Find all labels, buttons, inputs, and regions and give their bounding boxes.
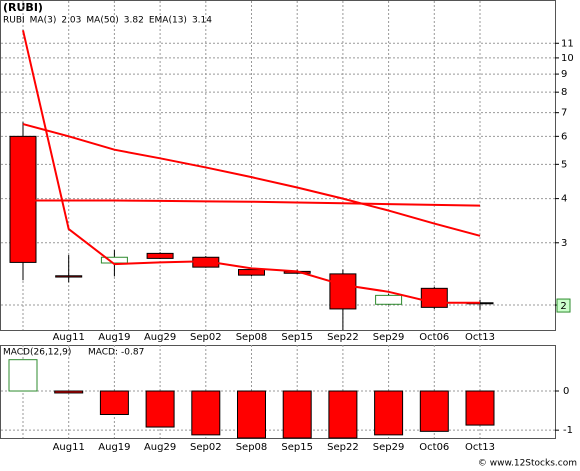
candle-body xyxy=(420,287,448,308)
x-tick-label: Sep08 xyxy=(236,442,268,453)
legend-text: 2.03 xyxy=(61,16,81,26)
x-tick-label: Oct13 xyxy=(465,332,495,343)
x-tick-label: Sep08 xyxy=(236,332,268,343)
chart-title: (RUBI) xyxy=(3,1,43,14)
x-tick-label: Aug19 xyxy=(98,332,130,343)
candle-body xyxy=(55,275,83,278)
legend-text: RUBI xyxy=(3,16,25,26)
x-tick-label: Aug29 xyxy=(144,442,176,453)
macd-bar xyxy=(54,390,84,394)
macd-bar xyxy=(191,390,221,436)
x-tick-label: Aug29 xyxy=(144,332,176,343)
x-tick-label: Oct13 xyxy=(465,442,495,453)
legend-text: 3.82 xyxy=(124,16,144,26)
y-tick-label: 8 xyxy=(561,87,567,98)
macd-value: -0.87 xyxy=(121,348,144,358)
footer: © www.12Stocks.com xyxy=(478,459,577,469)
x-tick-label: Aug11 xyxy=(53,442,85,453)
ma-line xyxy=(23,199,481,207)
macd-label: MACD: xyxy=(88,348,118,358)
x-tick-label: Aug11 xyxy=(53,332,85,343)
x-tick-label: Sep15 xyxy=(281,442,313,453)
x-tick-label: Sep02 xyxy=(190,332,222,343)
ma-line xyxy=(22,123,481,237)
x-tick-label: Sep02 xyxy=(190,442,222,453)
macd-bar xyxy=(328,390,358,439)
candle-body xyxy=(329,273,357,310)
candle-body xyxy=(375,294,403,305)
macd-bar xyxy=(374,390,404,436)
x-tick-label: Sep22 xyxy=(327,332,359,343)
x-tick-label: Sep29 xyxy=(373,332,405,343)
x-tick-label: Oct06 xyxy=(419,442,449,453)
y-tick-label: 6 xyxy=(561,131,567,142)
macd-bar xyxy=(237,390,266,439)
macd-bar xyxy=(419,390,449,432)
legend-text: 3.14 xyxy=(192,16,212,26)
y-tick-label: 0 xyxy=(563,386,569,397)
y-tick-label: 9 xyxy=(561,69,567,80)
last-price-label: 2 xyxy=(560,301,566,312)
x-tick-label: Sep29 xyxy=(373,442,405,453)
last-price-box xyxy=(556,298,571,313)
price-panel xyxy=(0,0,556,331)
candle-body xyxy=(238,269,265,276)
y-tick-label: 4 xyxy=(561,194,567,205)
macd-bar xyxy=(99,390,129,416)
legend-text: EMA(13) xyxy=(149,16,187,26)
x-tick-label: Oct06 xyxy=(419,332,449,343)
y-tick-label: 3 xyxy=(561,238,567,249)
macd-panel xyxy=(0,345,556,439)
y-tick-label: 7 xyxy=(561,108,567,119)
candle-body xyxy=(9,135,37,263)
macd-bar xyxy=(465,390,495,426)
legend-text: MA(3) xyxy=(30,16,57,26)
y-tick-label: 5 xyxy=(561,159,567,170)
y-tick-label: -1 xyxy=(563,425,573,436)
macd-bar xyxy=(8,359,38,392)
x-tick-label: Aug19 xyxy=(98,442,130,453)
macd-bar xyxy=(282,390,312,439)
ma-line xyxy=(22,30,480,304)
y-tick-label: 11 xyxy=(561,38,574,49)
x-tick-label: Sep22 xyxy=(327,442,359,453)
x-tick-label: Sep15 xyxy=(281,332,313,343)
y-tick-label: 10 xyxy=(561,53,574,64)
legend-text: MA(50) xyxy=(86,16,118,26)
macd-bar xyxy=(145,390,175,428)
candle-body xyxy=(146,252,174,259)
macd-title: MACD(26,12,9) xyxy=(3,348,71,358)
